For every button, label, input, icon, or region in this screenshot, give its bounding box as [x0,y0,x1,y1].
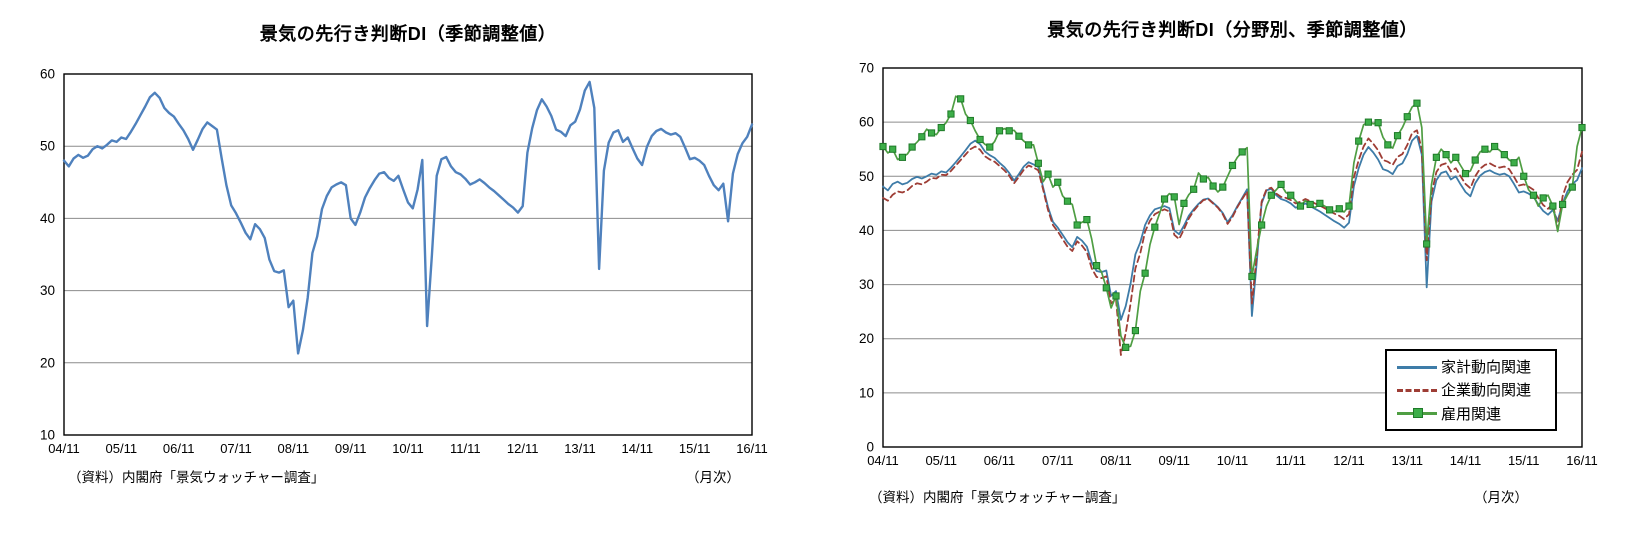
svg-text:07/11: 07/11 [220,441,252,456]
svg-text:50: 50 [859,169,874,184]
svg-text:11/11: 11/11 [450,441,481,456]
svg-text:07/11: 07/11 [1042,453,1074,468]
line-chart-plot: 0 10 20 30 40 50 60 70 04/11 05/11 06/11 07/11 08/11… [859,61,1598,469]
svg-text:14/11: 14/11 [1450,453,1482,468]
svg-text:40: 40 [859,223,874,238]
legend-item-2: 雇用関連 [1397,403,1549,424]
svg-text:15/11: 15/11 [679,441,711,456]
svg-text:08/11: 08/11 [278,441,310,456]
source-note: （資料）内閣府「景気ウォッチャー調査」 [869,490,1126,505]
series-line-2 [882,95,1583,349]
legend-swatch-1 [1397,383,1437,397]
svg-text:13/11: 13/11 [564,441,596,456]
svg-text:04/11: 04/11 [867,453,899,468]
line-chart-plot: 10 20 30 40 50 60 04/11 05/11 06/11 07/11 08/11 09/… [40,67,768,457]
svg-text:05/11: 05/11 [106,441,138,456]
source-note: （資料）内閣府「景気ウォッチャー調査」 [68,470,325,485]
svg-text:10: 10 [859,385,874,400]
x-axis-labels: 04/11 05/11 06/11 07/11 08/11 09/11 10/11 11/11… [867,453,1598,468]
svg-text:20: 20 [859,331,874,346]
chart-title: 景気の先行き判断DI（分野別、季節調整値） [1047,20,1418,40]
frequency-note: （月次） [686,470,740,485]
legend-item-0: 家計動向関連 [1397,356,1549,377]
svg-text:05/11: 05/11 [925,453,957,468]
svg-text:11/11: 11/11 [1275,453,1306,468]
chart-future-di-total: 景気の先行き判断DI（季節調整値） 10 20 30 40 50 60 04/11 05/11… [0,0,810,545]
series-line-1 [882,129,1583,356]
y-axis-labels: 10 20 30 40 50 60 [40,67,55,443]
legend-label-1: 企業動向関連 [1441,382,1532,400]
svg-text:06/11: 06/11 [984,453,1016,468]
svg-text:10/11: 10/11 [392,441,424,456]
svg-text:12/11: 12/11 [507,441,539,456]
svg-text:13/11: 13/11 [1391,453,1423,468]
svg-text:15/11: 15/11 [1508,453,1540,468]
svg-text:50: 50 [40,139,55,154]
svg-text:30: 30 [859,277,874,292]
y-axis-labels: 0 10 20 30 40 50 60 70 [859,61,874,455]
svg-text:30: 30 [40,283,55,298]
svg-text:70: 70 [859,61,874,76]
series-line-0 [62,80,754,355]
svg-text:40: 40 [40,211,55,226]
svg-text:16/11: 16/11 [736,441,768,456]
svg-text:60: 60 [859,115,874,130]
chart-future-di-by-sector: 景気の先行き判断DI（分野別、季節調整値） 0 10 20 30 40 50 60 70 04/… [823,0,1633,545]
legend-label-2: 雇用関連 [1441,405,1502,423]
x-axis-labels: 04/11 05/11 06/11 07/11 08/11 09/11 10/11 11/11… [48,441,768,456]
chart-title: 景気の先行き判断DI（季節調整値） [259,24,557,44]
svg-text:09/11: 09/11 [335,441,367,456]
svg-text:09/11: 09/11 [1158,453,1190,468]
svg-text:06/11: 06/11 [163,441,195,456]
frequency-note: （月次） [1474,490,1528,505]
svg-text:0: 0 [866,440,874,455]
svg-text:12/11: 12/11 [1333,453,1365,468]
svg-text:14/11: 14/11 [622,441,654,456]
gridlines [64,145,752,364]
svg-text:08/11: 08/11 [1100,453,1132,468]
legend-item-1: 企業動向関連 [1397,379,1549,400]
svg-text:10: 10 [40,428,55,443]
plot-border [882,67,1583,448]
svg-text:04/11: 04/11 [48,441,80,456]
plot-border [63,73,753,436]
svg-text:20: 20 [40,355,55,370]
series-markers-2 [879,95,1586,351]
chart-legend: 家計動向関連 企業動向関連 雇用関連 [1385,349,1557,431]
legend-swatch-0 [1397,360,1437,374]
legend-label-0: 家計動向関連 [1441,359,1532,377]
svg-text:16/11: 16/11 [1566,453,1598,468]
svg-text:10/11: 10/11 [1217,453,1249,468]
legend-swatch-2 [1397,406,1437,420]
svg-text:60: 60 [40,67,55,82]
